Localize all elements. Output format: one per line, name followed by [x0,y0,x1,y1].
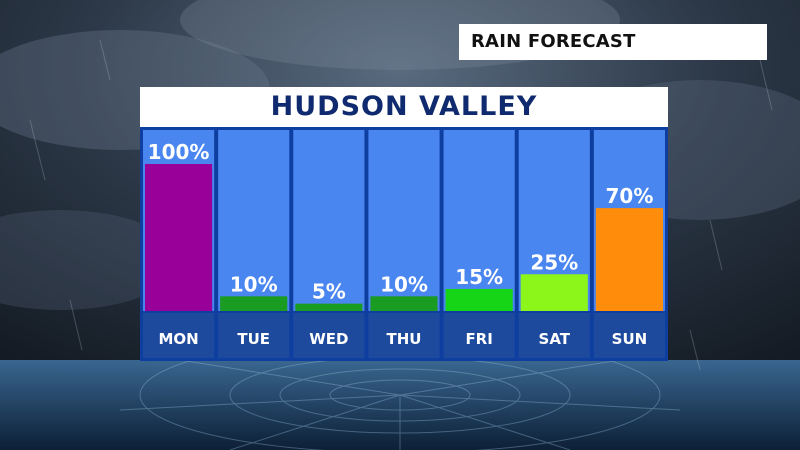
bar-value-label: 25% [530,250,578,274]
day-label-strip [443,313,515,358]
rain-chance-bar [445,288,513,311]
chart-frame: 100% MON 10% TUE 5% WED 10% THU 15% FRI 25% SAT 70% S… [140,127,668,361]
day-label-strip [293,313,365,358]
day-label-strip [518,313,590,358]
day-label: MON [158,330,198,348]
day-label: TUE [237,330,270,348]
rain-chance-bar [370,296,438,311]
rain-forecast-label: RAIN FORECAST [471,31,636,52]
panel-title-bar: HUDSON VALLEY [140,87,668,127]
rain-forecast-tag: RAIN FORECAST [459,24,767,60]
day-label: FRI [465,330,492,348]
bar-value-label: 5% [312,280,346,304]
rain-chance-bar [595,208,663,311]
day-column-bg [293,130,365,311]
bar-value-label: 15% [455,265,503,289]
day-label-strip [593,313,665,358]
panel-title: HUDSON VALLEY [270,91,538,122]
rain-chance-bar-chart: 100% MON 10% TUE 5% WED 10% THU 15% FRI 25% SAT 70% S… [143,130,665,358]
bar-value-label: 10% [380,272,428,296]
day-label: WED [309,330,348,348]
rain-chance-bar [220,296,288,311]
rain-chance-bar [295,303,363,311]
day-label-strip [143,313,215,358]
day-label-strip [368,313,440,358]
forecast-panel: HUDSON VALLEY 100% MON 10% TUE 5% WED 10% THU 15… [140,87,668,361]
day-column-bg [218,130,290,311]
day-label: SUN [612,330,648,348]
rain-chance-bar [145,164,213,311]
bar-value-label: 100% [148,140,210,164]
day-column-bg [368,130,440,311]
bar-value-label: 70% [605,184,653,208]
bar-value-label: 10% [230,272,278,296]
rain-chance-bar [520,274,588,311]
day-column-bg [443,130,515,311]
day-label: SAT [539,330,571,348]
day-label: THU [387,330,422,348]
day-label-strip [218,313,290,358]
